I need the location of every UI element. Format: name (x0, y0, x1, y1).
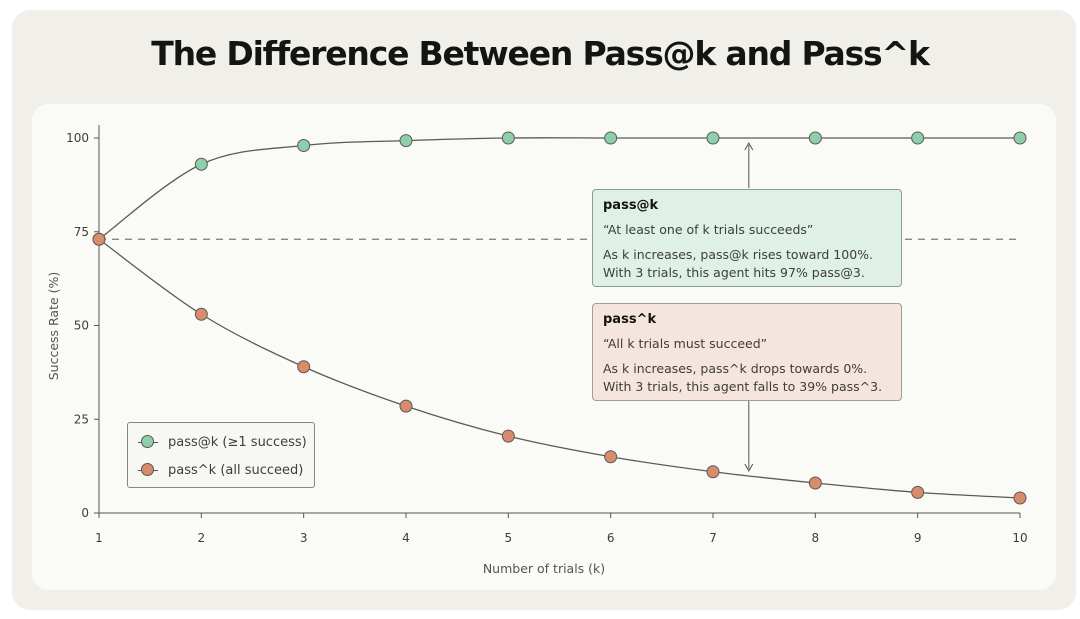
data-point-pass_hat_k (604, 450, 618, 464)
legend-item-pass-at-k: pass@k (≥1 success) (138, 432, 307, 452)
legend-label: pass^k (all succeed) (168, 462, 304, 478)
series-curves (98, 137, 1021, 499)
data-point-pass_at_k (297, 139, 311, 152)
annotation-line: With 3 trials, this agent hits 97% pass@… (603, 265, 865, 280)
data-point-pass_hat_k (194, 307, 208, 321)
annotation-title: pass^k (603, 312, 657, 327)
y-axis-label: Success Rate (%) (46, 272, 61, 381)
x-tick-label: 7 (709, 531, 717, 545)
data-point-pass_at_k (808, 131, 822, 145)
legend-label: pass@k (≥1 success) (168, 434, 307, 450)
axes: 0 25 50 75 100 1 2 3 4 5 6 7 8 9 10 (66, 125, 1028, 545)
x-tick-label: 6 (607, 531, 615, 545)
legend-marker (138, 463, 158, 477)
legend-item-pass-hat-k: pass^k (all succeed) (138, 460, 303, 480)
arrow-up-head (744, 141, 754, 151)
y-tick-label: 75 (74, 225, 89, 239)
data-point-pass_hat_k (911, 485, 925, 499)
x-tick-label: 10 (1012, 531, 1027, 545)
data-point-pass_hat_k (706, 465, 720, 479)
annotation-line: With 3 trials, this agent falls to 39% p… (603, 379, 883, 394)
annotation-line: As k increases, pass@k rises toward 100%… (603, 247, 873, 262)
x-tick-label: 4 (402, 531, 410, 545)
data-point-pass_at_k (604, 131, 618, 145)
figure-title: The Difference Between Pass@k and Pass^k (151, 34, 930, 73)
x-tick-label: 8 (812, 531, 820, 545)
data-point-pass_at_k (1013, 131, 1027, 145)
series-line-pass_at_k (98, 137, 1020, 240)
y-tick-label: 0 (81, 506, 89, 520)
annotation-arrows (744, 141, 754, 473)
annotation-pass-at-k: pass@k “At least one of k trials succeed… (592, 189, 902, 287)
legend-marker (138, 435, 158, 449)
series-points (92, 131, 1027, 505)
data-point-pass_hat_k (92, 232, 106, 246)
annotation-quote: “At least one of k trials succeeds” (603, 222, 814, 237)
legend: pass@k (≥1 success) pass^k (all succeed) (127, 422, 315, 488)
x-tick-label: 3 (300, 531, 308, 545)
y-tick-label: 100 (66, 131, 89, 145)
data-point-pass_at_k (706, 131, 720, 145)
data-point-pass_hat_k (501, 429, 515, 443)
data-point-pass_at_k (399, 134, 413, 148)
y-tick-label: 25 (74, 412, 89, 426)
arrow-down-head (744, 463, 754, 473)
data-point-pass_at_k (194, 157, 208, 171)
x-tick-label: 9 (914, 531, 922, 545)
series-line-pass_hat_k (98, 238, 1021, 499)
data-point-pass_hat_k (297, 360, 311, 374)
annotation-line: As k increases, pass^k drops towards 0%. (603, 361, 868, 376)
x-axis-label: Number of trials (k) (483, 561, 605, 576)
data-point-pass_hat_k (399, 399, 413, 413)
data-point-pass_hat_k (808, 476, 822, 490)
x-tick-label: 5 (505, 531, 513, 545)
annotation-pass-hat-k: pass^k “All k trials must succeed” As k … (592, 303, 902, 401)
data-point-pass_hat_k (1013, 491, 1027, 505)
y-tick-label: 50 (74, 319, 89, 333)
data-point-pass_at_k (911, 131, 925, 145)
x-tick-label: 2 (198, 531, 206, 545)
x-tick-label: 1 (95, 531, 103, 545)
data-point-pass_at_k (501, 131, 515, 145)
annotation-quote: “All k trials must succeed” (603, 336, 768, 351)
annotation-title: pass@k (603, 198, 659, 213)
